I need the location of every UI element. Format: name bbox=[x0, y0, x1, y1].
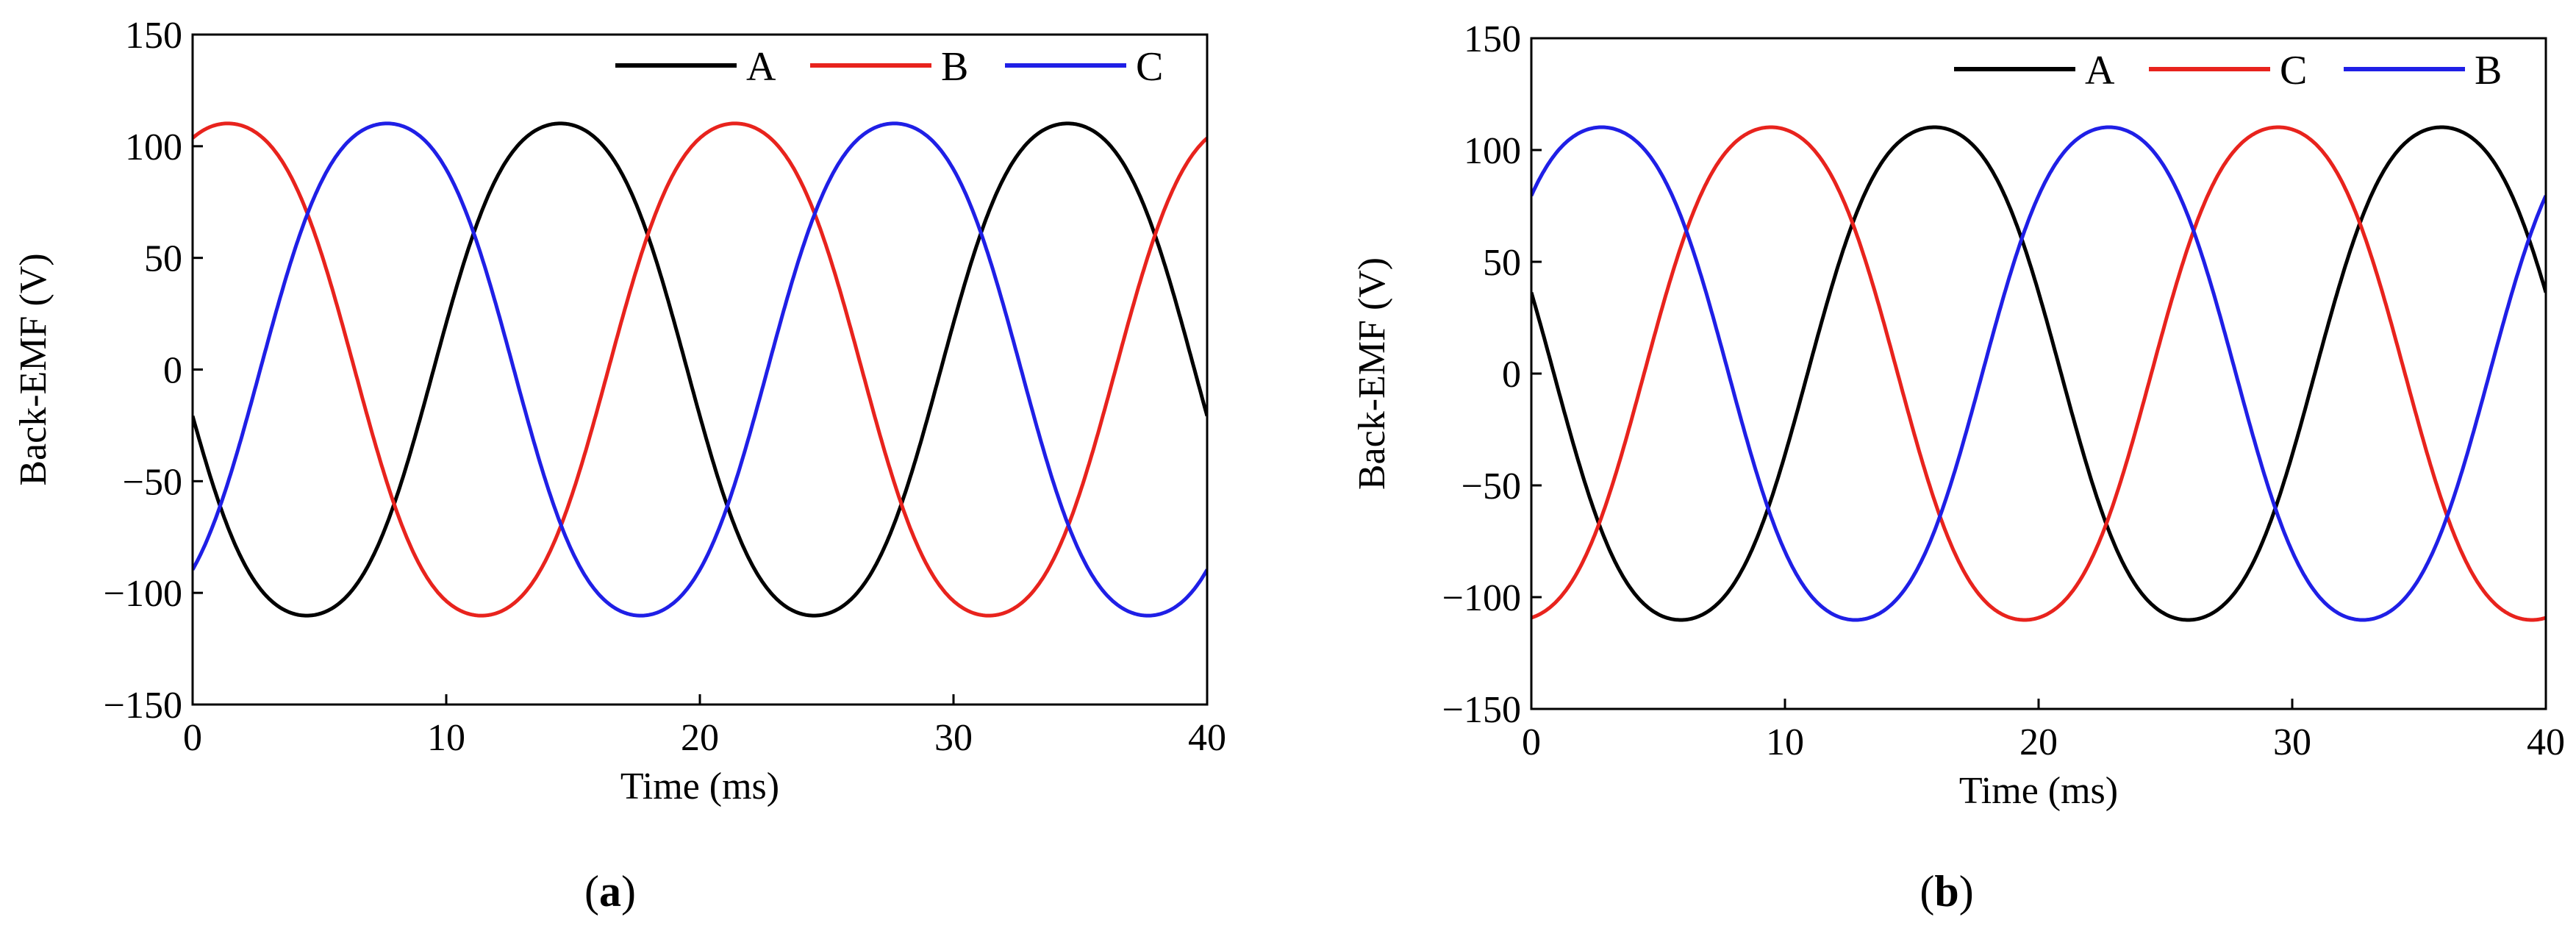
y-axis-label: Back-EMF (V) bbox=[1351, 257, 1393, 490]
plot-area bbox=[1531, 125, 2546, 622]
y-tick-label: −100 bbox=[104, 573, 182, 615]
y-tick-label: 0 bbox=[163, 350, 182, 392]
x-tick-label: 10 bbox=[1766, 721, 1804, 763]
legend-label-C: C bbox=[2280, 48, 2307, 93]
chart-panel-b: −150 −100 −50 0 50 100 150 0 10 20 30 40 Time (ms) Ba… bbox=[1351, 18, 2565, 916]
x-tick-label: 0 bbox=[183, 717, 202, 759]
x-tick-label: 30 bbox=[934, 717, 973, 759]
y-tick-label: 50 bbox=[1483, 242, 1521, 284]
series-line-B bbox=[1531, 125, 2546, 622]
plot-frame bbox=[191, 33, 1209, 706]
y-tick-label: −50 bbox=[1461, 466, 1521, 507]
y-tick-label: 100 bbox=[125, 126, 182, 168]
y-tick-label: 150 bbox=[125, 15, 182, 57]
panel-caption-letter: b bbox=[1934, 867, 1958, 916]
series-line-A bbox=[1531, 125, 2546, 622]
legend-label-C: C bbox=[1136, 44, 1163, 90]
y-tick-label: 150 bbox=[1464, 18, 1521, 60]
chart-panel-a: −150 −100 −50 0 50 100 150 0 10 20 30 40 Time (ms) Ba… bbox=[12, 15, 1226, 916]
x-tick-label: 30 bbox=[2273, 721, 2311, 763]
series-line-C bbox=[1531, 125, 2546, 622]
panel-caption: (b) bbox=[1920, 867, 1973, 916]
y-axis-label: Back-EMF (V) bbox=[12, 253, 54, 485]
y-tick-label: 50 bbox=[144, 238, 182, 280]
x-tick-label: 20 bbox=[2019, 721, 2058, 763]
x-tick-label: 40 bbox=[2527, 721, 2565, 763]
legend: A B C bbox=[615, 44, 1163, 90]
legend-label-B: B bbox=[2475, 48, 2502, 93]
y-tick-label: −50 bbox=[123, 461, 182, 503]
panel-caption: (a) bbox=[584, 867, 636, 916]
y-tick-label: −100 bbox=[1442, 577, 1521, 619]
x-tick-label: 10 bbox=[427, 717, 465, 759]
legend-label-A: A bbox=[746, 44, 776, 90]
x-tick-label: 0 bbox=[1522, 721, 1541, 763]
x-tick-label: 20 bbox=[681, 717, 719, 759]
y-tick-label: 0 bbox=[1502, 354, 1521, 396]
legend-label-B: B bbox=[941, 44, 968, 90]
x-axis-label: Time (ms) bbox=[620, 766, 779, 807]
x-axis-label: Time (ms) bbox=[1959, 770, 2118, 812]
plot-area bbox=[193, 121, 1207, 618]
panel-caption-letter: a bbox=[599, 867, 621, 916]
x-tick-label: 40 bbox=[1188, 717, 1226, 759]
legend-label-A: A bbox=[2085, 48, 2115, 93]
y-tick-label: −150 bbox=[104, 685, 182, 727]
y-tick-label: −150 bbox=[1442, 689, 1521, 731]
series-line-C bbox=[193, 121, 1207, 618]
series-line-B bbox=[193, 121, 1207, 618]
y-tick-label: 100 bbox=[1464, 130, 1521, 172]
series-line-A bbox=[193, 121, 1207, 618]
